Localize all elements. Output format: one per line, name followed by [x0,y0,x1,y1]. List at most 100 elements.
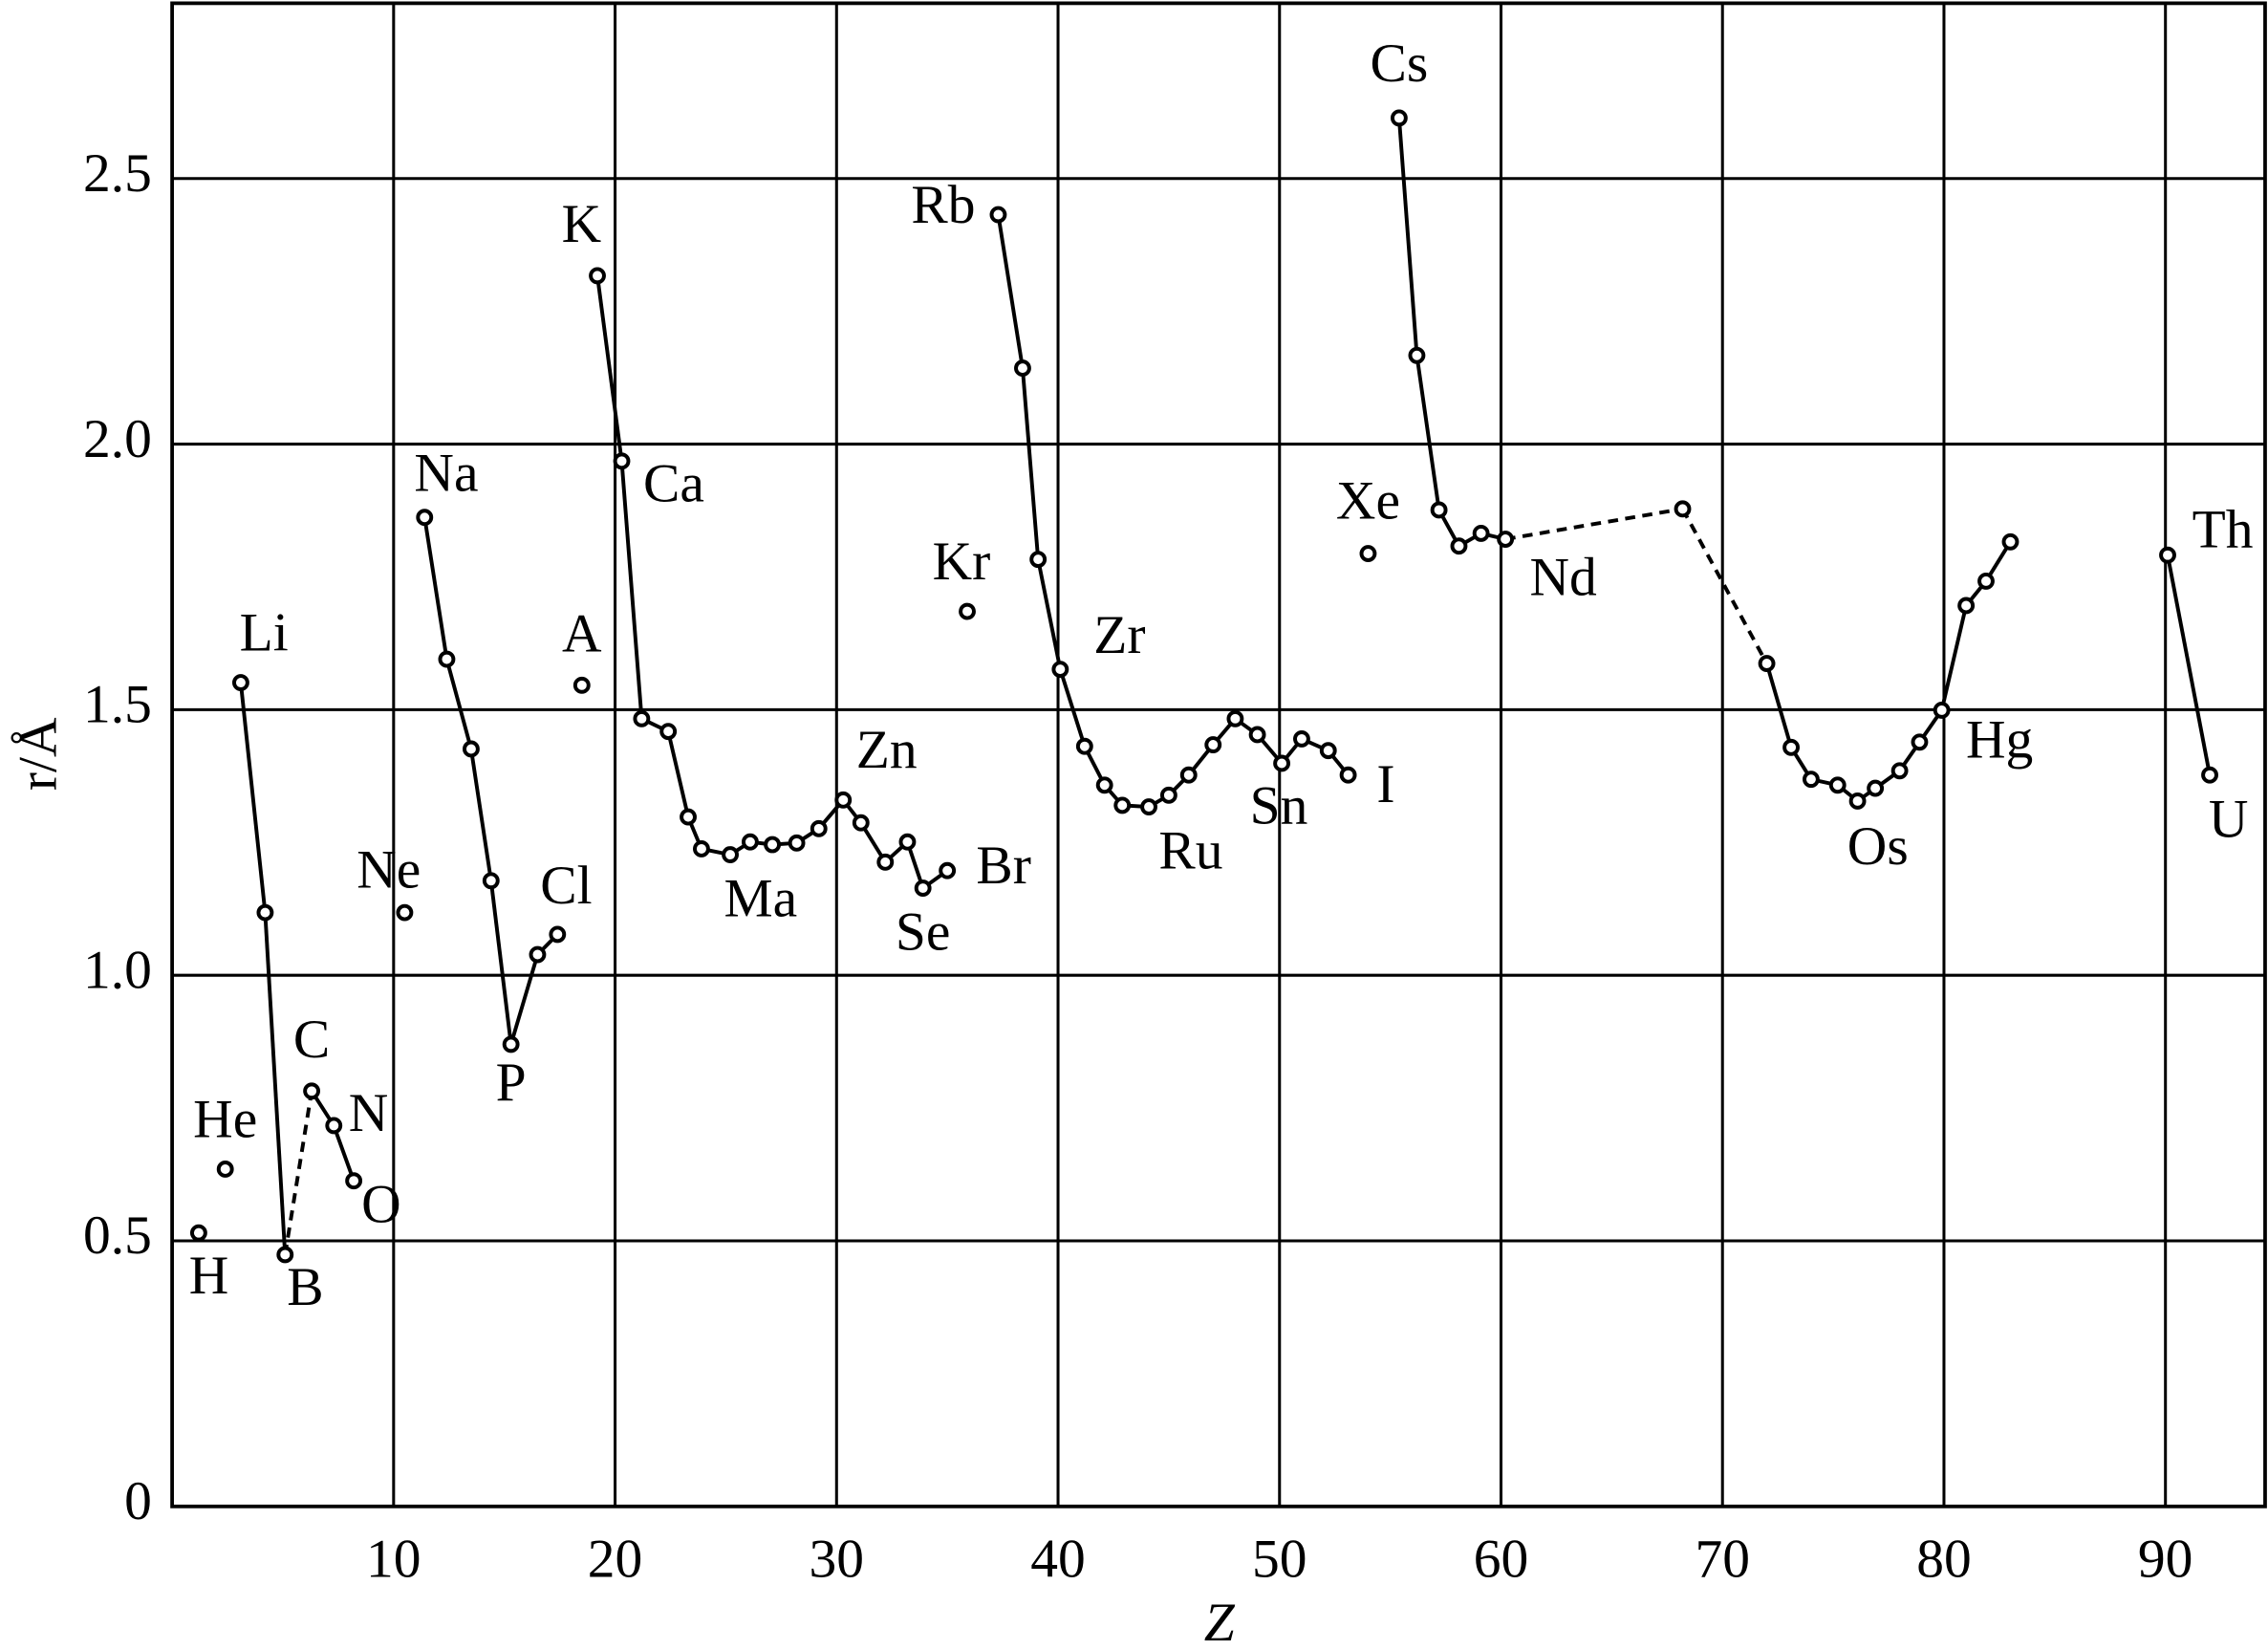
point [1226,709,1244,727]
connector [619,461,644,719]
point [989,206,1007,224]
point [788,834,806,852]
point [959,602,976,620]
connector [1504,507,1683,541]
point [463,740,480,758]
point [1933,701,1951,719]
point [764,836,782,854]
point [256,903,274,922]
point [1273,754,1291,772]
connector [1764,662,1793,749]
point-label: Ma [724,869,798,929]
point-label: Ne [356,839,421,900]
point-label: A [562,604,602,664]
point [613,452,631,470]
point [1140,798,1157,815]
point [1848,792,1867,810]
point [1248,726,1266,744]
point [502,1035,520,1053]
point [438,650,456,668]
connector [508,953,540,1045]
point [1957,597,1976,615]
point-label: P [496,1053,527,1113]
point [276,1246,294,1264]
point [1095,776,1113,794]
point-label: Ca [643,453,704,513]
connector [488,880,513,1045]
point [232,674,249,691]
point-label: K [562,194,602,254]
point [529,945,547,964]
connector [422,516,449,660]
point [1758,655,1776,672]
x-tick-label: 40 [1030,1530,1086,1590]
point [325,1117,343,1135]
point [852,814,870,832]
point [396,903,414,922]
point-label: B [287,1257,323,1317]
point [189,1224,207,1242]
connector [283,1090,314,1255]
point [1430,501,1448,519]
point [1390,109,1408,127]
connector [1415,355,1441,510]
point-label: Na [414,444,478,504]
point [303,1082,321,1100]
point-label: Sn [1250,776,1308,836]
connector [1058,668,1087,748]
point [1450,537,1468,555]
point [1179,766,1198,784]
y-tick-label: 2.0 [83,409,152,469]
point [572,676,591,694]
connector [996,214,1025,369]
point [1867,779,1885,797]
point [876,853,895,871]
point [1159,786,1177,804]
point [680,808,697,826]
point-label: He [193,1089,257,1149]
point [1051,661,1069,679]
connector [238,682,268,913]
point [1075,737,1093,755]
point-label: H [189,1246,229,1306]
point [1014,359,1031,378]
x-tick-label: 20 [588,1530,643,1590]
point [1204,736,1222,753]
point [1890,762,1909,780]
point-label: Cs [1371,33,1429,94]
point [1293,730,1310,748]
point [1828,776,1847,794]
y-axis-label: r/Å [9,717,69,791]
point [1802,771,1820,789]
point [1497,531,1515,548]
point-label: Kr [933,532,991,592]
point [1408,346,1426,364]
point-label: Se [896,902,951,963]
point [1472,524,1490,542]
connector [1036,558,1063,670]
point-label: Cl [540,856,592,916]
connector [2166,554,2212,776]
point [898,833,917,851]
point [1029,551,1048,569]
point [589,267,606,285]
point [1319,742,1337,760]
connector [263,912,288,1255]
connector [468,749,493,881]
y-tick-label: 2.5 [83,143,152,204]
connector [1020,367,1041,560]
point [741,833,759,851]
point [834,791,853,809]
point [914,879,932,897]
x-axis-label: Z [1204,1593,1236,1650]
plot-frame [170,1,2267,1509]
point [1113,796,1132,814]
point [216,1161,234,1178]
point-label: U [2209,789,2249,849]
point [2201,766,2218,784]
point [2159,546,2176,564]
point [549,925,567,944]
point-label: Rb [911,175,975,235]
